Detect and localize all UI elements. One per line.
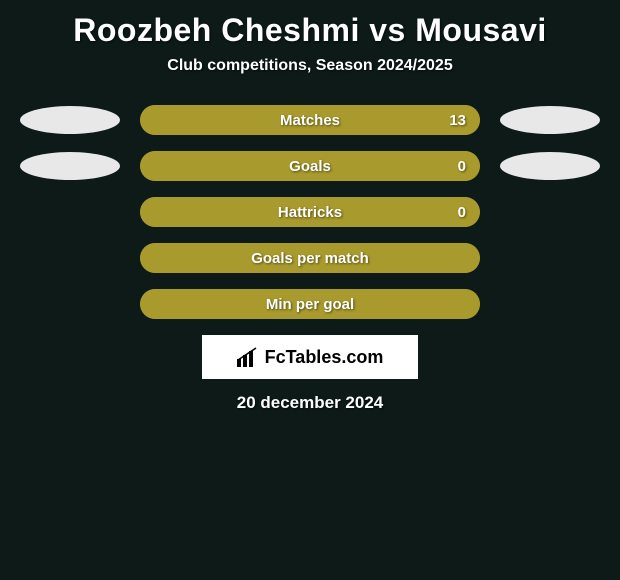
- player-right-marker: [500, 152, 600, 180]
- logo-inner: FcTables.com: [237, 347, 384, 368]
- stat-value: 13: [449, 105, 466, 135]
- stat-label: Hattricks: [140, 197, 480, 227]
- player-left-marker: [20, 106, 120, 134]
- stat-row: Matches13: [0, 105, 620, 135]
- stat-value: 0: [458, 197, 466, 227]
- stat-bar: Matches13: [140, 105, 480, 135]
- page-title: Roozbeh Cheshmi vs Mousavi: [0, 8, 620, 57]
- stat-bar: Min per goal: [140, 289, 480, 319]
- subtitle: Club competitions, Season 2024/2025: [0, 57, 620, 105]
- stat-bar: Goals0: [140, 151, 480, 181]
- stat-row: Goals per match: [0, 243, 620, 273]
- date-text: 20 december 2024: [0, 393, 620, 413]
- stat-value: 0: [458, 151, 466, 181]
- stat-rows: Matches13Goals0Hattricks0Goals per match…: [0, 105, 620, 319]
- stat-label: Goals per match: [140, 243, 480, 273]
- stat-label: Matches: [140, 105, 480, 135]
- stat-row: Hattricks0: [0, 197, 620, 227]
- player-left-marker: [20, 152, 120, 180]
- stat-bar: Hattricks0: [140, 197, 480, 227]
- source-logo: FcTables.com: [202, 335, 418, 379]
- logo-text: FcTables.com: [265, 347, 384, 368]
- stat-bar: Goals per match: [140, 243, 480, 273]
- stat-label: Min per goal: [140, 289, 480, 319]
- comparison-card: Roozbeh Cheshmi vs Mousavi Club competit…: [0, 0, 620, 413]
- stat-row: Min per goal: [0, 289, 620, 319]
- bars-icon: [237, 347, 259, 367]
- stat-row: Goals0: [0, 151, 620, 181]
- stat-label: Goals: [140, 151, 480, 181]
- player-right-marker: [500, 106, 600, 134]
